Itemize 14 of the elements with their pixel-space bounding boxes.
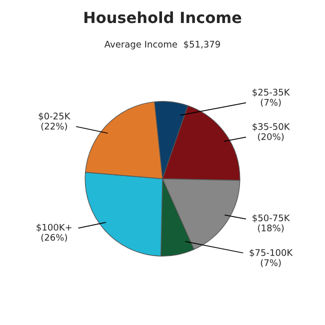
data-label: (7%) (260, 259, 281, 268)
slice-label: $0-25K (38, 112, 70, 121)
slice-label: $50-75K (252, 214, 290, 222)
chart-title: Household Income (84, 11, 242, 24)
chart-subtitle: Average Income $51,379 (104, 40, 220, 50)
data-label: (22%) (41, 122, 67, 131)
data-label: (20%) (258, 133, 284, 142)
slice-label: $75-100K (250, 248, 293, 258)
slice-label: $100K+ (36, 224, 72, 232)
data-label: (26%) (41, 234, 67, 242)
data-label: (18%) (258, 224, 284, 232)
slice-label: $35-50K (252, 122, 290, 132)
slice-label: $25-35K (252, 88, 290, 97)
data-label: (7%) (260, 98, 281, 107)
